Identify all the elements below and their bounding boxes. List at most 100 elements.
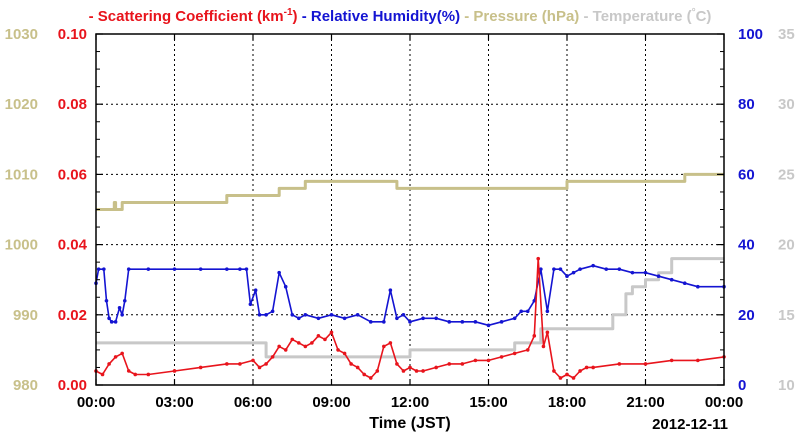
relative-humidity-point — [355, 313, 360, 317]
relative-humidity-point — [421, 316, 425, 321]
temperature-series — [96, 257, 724, 359]
relative-humidity-point — [682, 281, 687, 286]
scattering-coefficient-point — [565, 372, 569, 377]
x-tick-label: 15:00 — [469, 394, 507, 411]
scattering-coefficient-point — [283, 348, 288, 352]
scattering-tick-label: 0.04 — [58, 237, 88, 254]
relative-humidity-point — [578, 267, 582, 271]
relative-humidity-point — [296, 316, 301, 321]
scattering-coefficient-point — [591, 365, 595, 370]
relative-humidity-point — [122, 298, 127, 303]
relative-humidity-point — [408, 320, 412, 324]
relative-humidity-point — [146, 267, 151, 271]
pressure-tick-label: 990 — [13, 307, 38, 324]
x-tick-label: 00:00 — [77, 394, 115, 411]
legend-item-pressure-hpa: Pressure (hPa) — [473, 8, 579, 25]
scattering-coefficient-point — [146, 372, 151, 377]
relative-humidity-point — [316, 316, 321, 321]
scattering-coefficient-point — [669, 358, 674, 363]
relative-humidity-point — [591, 263, 595, 268]
relative-humidity-point — [552, 267, 556, 271]
scattering-coefficient-point — [349, 362, 353, 366]
relative-humidity-point — [303, 313, 308, 317]
relative-humidity-point — [253, 288, 258, 293]
legend-item-suffix: C) — [696, 8, 712, 25]
scattering-coefficient-point — [277, 344, 281, 349]
relative-humidity-point — [656, 274, 661, 278]
relative-humidity-series — [94, 263, 726, 328]
scattering-coefficient-point — [257, 365, 262, 370]
scattering-coefficient-point — [558, 376, 563, 380]
scattering-coefficient-point — [323, 337, 327, 342]
x-tick-label: 00:00 — [705, 394, 743, 411]
relative-humidity-point — [113, 320, 118, 324]
scattering-coefficient-point — [532, 334, 537, 338]
pressure-tick-label: 1010 — [5, 166, 38, 183]
scattering-coefficient-point — [133, 372, 138, 377]
scattering-coefficient-point — [571, 376, 576, 380]
relative-humidity-point — [109, 320, 114, 324]
scattering-coefficient-point — [342, 351, 347, 356]
legend-marker: - — [298, 8, 311, 25]
relative-humidity-point — [283, 284, 288, 289]
scattering-coefficient-point — [329, 330, 334, 335]
x-tick-label: 09:00 — [312, 394, 350, 411]
humidity-tick-label: 80 — [738, 96, 755, 113]
scattering-coefficient-point — [368, 376, 373, 380]
scattering-coefficient-point — [512, 351, 517, 356]
scattering-tick-label: 0.08 — [58, 96, 87, 113]
relative-humidity-point — [571, 270, 576, 275]
scattering-coefficient-point — [382, 344, 386, 349]
relative-humidity-point — [104, 298, 109, 303]
relative-humidity-point — [395, 316, 399, 321]
temperature-tick-label: 20 — [778, 237, 795, 254]
scattering-coefficient-point — [414, 369, 419, 373]
scattering-coefficient-point — [536, 256, 541, 261]
x-tick-label: 18:00 — [548, 394, 586, 411]
relative-humidity-point — [248, 302, 253, 307]
temperature-tick-label: 10 — [778, 377, 795, 394]
relative-humidity-point — [460, 320, 465, 324]
scattering-tick-label: 0.00 — [58, 377, 87, 394]
scattering-coefficient-point — [447, 362, 452, 366]
legend: - Scattering Coefficient (km-1) - Relati… — [89, 7, 712, 25]
scattering-coefficient-point — [172, 369, 177, 373]
legend-item-temperature: Temperature ( — [593, 8, 692, 25]
relative-humidity-point — [447, 320, 452, 324]
relative-humidity-point — [617, 267, 622, 271]
scattering-coefficient-point — [120, 351, 124, 356]
scattering-coefficient-point — [290, 337, 295, 342]
relative-humidity-point — [277, 270, 281, 275]
x-axis-label: Time (JST) — [369, 415, 451, 432]
relative-humidity-point — [238, 267, 242, 271]
scattering-coefficient-point — [388, 341, 393, 345]
humidity-tick-label: 40 — [738, 237, 755, 254]
relative-humidity-point — [519, 309, 524, 314]
relative-humidity-point — [264, 313, 268, 317]
relative-humidity-point — [630, 270, 635, 275]
relative-humidity-point — [388, 288, 393, 293]
scattering-coefficient-point — [578, 369, 582, 373]
relative-humidity-point — [198, 267, 203, 271]
date-label: 2012-12-11 — [652, 416, 728, 433]
scattering-coefficient-point — [643, 362, 648, 366]
pressure-tick-label: 1030 — [5, 26, 38, 43]
relative-humidity-point — [499, 320, 504, 324]
relative-humidity-point — [270, 309, 275, 314]
relative-humidity-point — [329, 313, 334, 317]
legend-item-suffix: ) — [293, 8, 298, 25]
relative-humidity-point — [172, 267, 177, 271]
scattering-coefficient-point — [696, 358, 700, 363]
relative-humidity-point — [96, 267, 101, 271]
humidity-tick-label: 0 — [738, 377, 746, 394]
scattering-coefficient-point — [126, 369, 131, 373]
scattering-coefficient-point — [225, 362, 229, 366]
legend-marker: - — [89, 8, 98, 25]
relative-humidity-point — [382, 320, 386, 324]
scattering-tick-label: 0.02 — [58, 307, 87, 324]
scattering-coefficient-point — [541, 344, 546, 349]
x-tick-label: 06:00 — [234, 394, 272, 411]
relative-humidity-point — [486, 323, 491, 328]
